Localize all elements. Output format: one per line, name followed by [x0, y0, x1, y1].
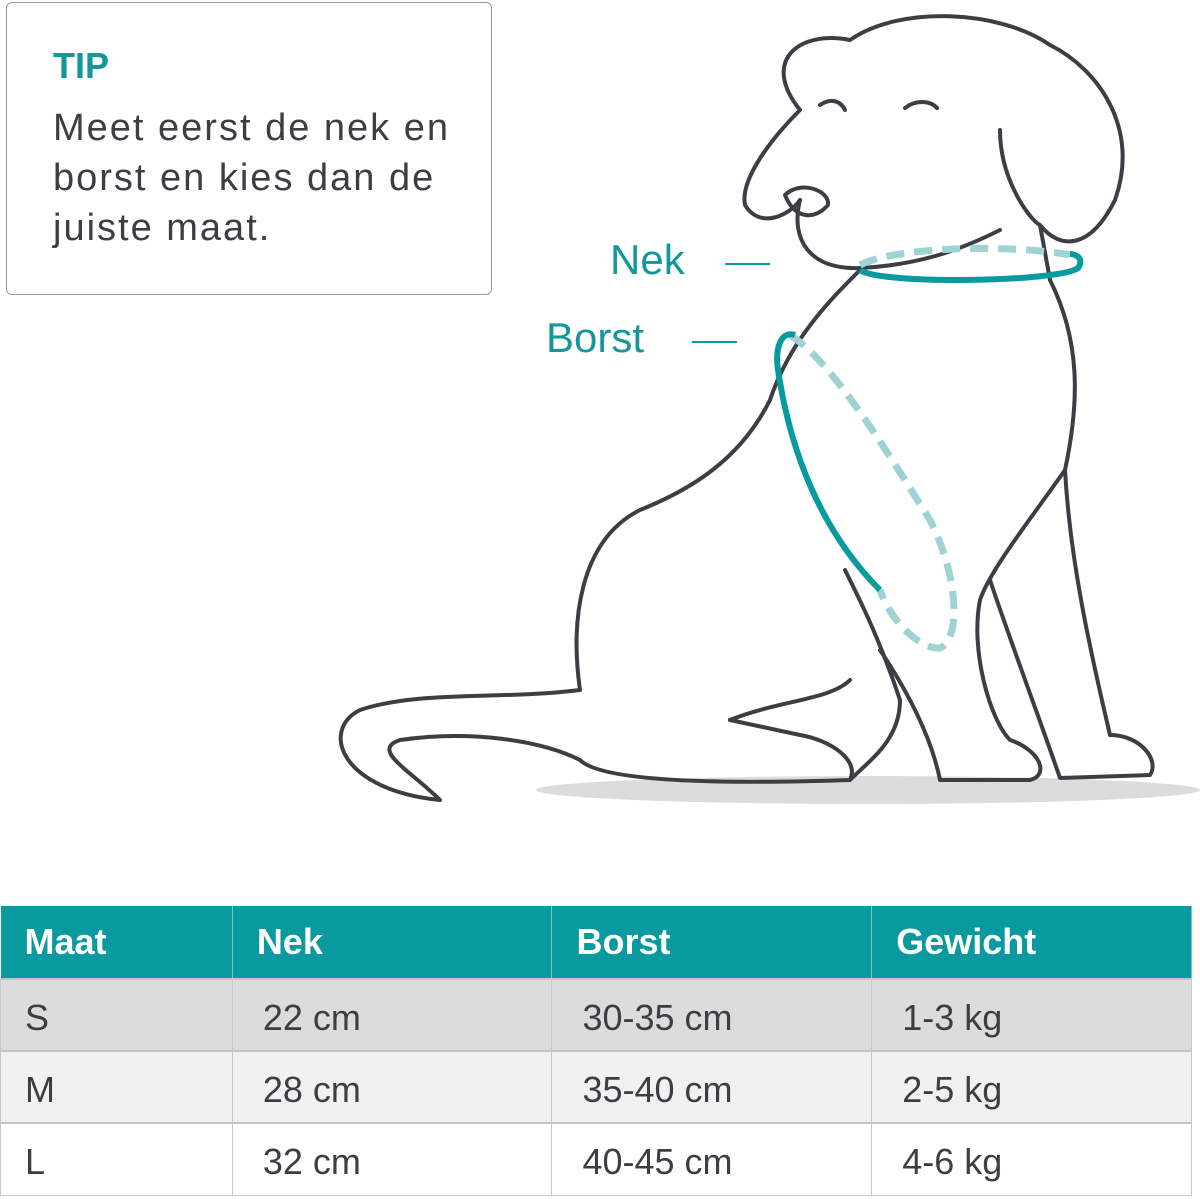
- cell: M: [0, 1050, 233, 1123]
- neck-label: Nek: [610, 236, 685, 283]
- cell: 4-6 kg: [871, 1122, 1192, 1196]
- header-neck: Nek: [232, 906, 553, 979]
- cell: 32 cm: [232, 1122, 553, 1196]
- header-weight: Gewicht: [871, 906, 1192, 979]
- tip-box: TIP Meet eerst de nek en borst en kies d…: [6, 2, 492, 295]
- cell: 28 cm: [232, 1050, 553, 1123]
- cell: 30-35 cm: [551, 978, 873, 1051]
- table-row: M 28 cm 35-40 cm 2-5 kg: [0, 1050, 1192, 1123]
- header-size: Maat: [0, 906, 233, 979]
- tip-title: TIP: [53, 45, 110, 86]
- cell: 35-40 cm: [551, 1050, 873, 1123]
- table-header: Maat Nek Borst Gewicht: [0, 906, 1192, 979]
- cell: 40-45 cm: [551, 1122, 873, 1196]
- tip-text: Meet eerst de nek en borst en kies dan d…: [53, 107, 450, 249]
- header-chest: Borst: [551, 906, 873, 979]
- size-table: Maat Nek Borst Gewicht S 22 cm 30-35 cm …: [0, 906, 1192, 1196]
- chest-label: Borst: [546, 314, 645, 361]
- sitting-dog-icon: [338, 14, 1200, 804]
- cell: 22 cm: [232, 978, 553, 1051]
- cell: L: [0, 1122, 233, 1196]
- table-row: L 32 cm 40-45 cm 4-6 kg: [0, 1122, 1192, 1196]
- cell: S: [0, 978, 233, 1051]
- cell: 2-5 kg: [871, 1050, 1192, 1123]
- table-row: S 22 cm 30-35 cm 1-3 kg: [0, 978, 1192, 1051]
- cell: 1-3 kg: [871, 978, 1192, 1051]
